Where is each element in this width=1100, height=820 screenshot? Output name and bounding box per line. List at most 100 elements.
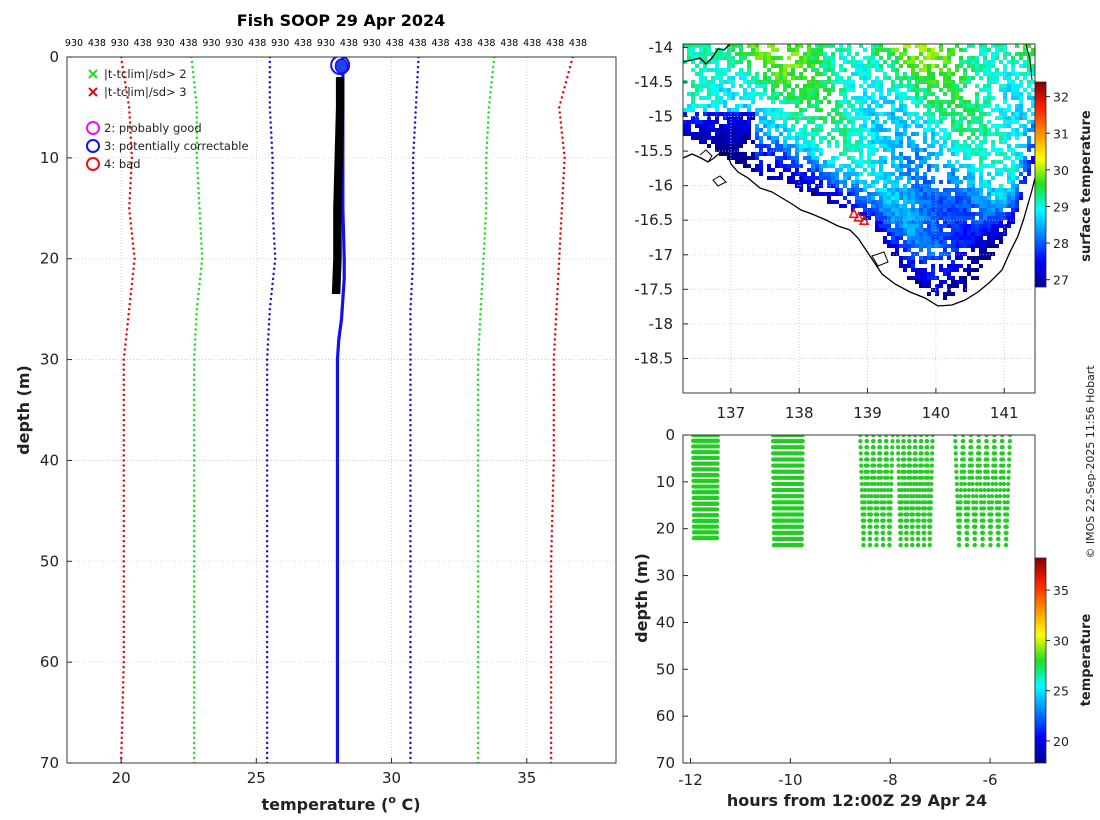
clim-point [484, 191, 488, 195]
sst-cell [827, 192, 831, 196]
profile-y-tick-label: 20 [40, 250, 59, 268]
sst-cell [927, 156, 931, 160]
sst-cell [727, 140, 731, 144]
sst-cell [915, 104, 919, 108]
clim-point [476, 479, 480, 482]
sst-cell [719, 132, 723, 136]
clim-point [409, 590, 412, 593]
sst-cell [931, 200, 935, 204]
clim-point [476, 585, 480, 588]
clim-point [130, 161, 133, 165]
sst-cell [863, 48, 867, 52]
sst-cell [751, 44, 755, 48]
clim-point [486, 131, 489, 134]
clim-point [199, 267, 203, 271]
sst-cell [915, 232, 919, 236]
sst-cell [995, 116, 999, 120]
sst-cell [931, 228, 935, 232]
clim-point [122, 590, 126, 593]
sst-cell [1007, 224, 1011, 228]
sst-cell [775, 116, 779, 120]
td-point [920, 481, 925, 487]
sst-cell [963, 152, 967, 156]
sst-cell [835, 124, 839, 128]
clim-point [552, 474, 555, 477]
sst-cell [951, 88, 955, 92]
sst-cell [987, 164, 991, 168]
td-point [927, 536, 932, 542]
sst-cell [763, 124, 767, 128]
clim-point [411, 176, 415, 180]
sst-cell [743, 152, 747, 156]
clim-point [123, 348, 127, 351]
sst-cell [899, 260, 903, 264]
clim-point [558, 252, 561, 255]
sst-cell [847, 84, 851, 88]
sst-cell [735, 104, 739, 108]
sst-cell [779, 164, 783, 168]
clim-point [549, 706, 553, 709]
clim-point [476, 358, 480, 361]
sst-cell [963, 224, 967, 228]
sst-cell [975, 224, 979, 228]
clim-point [549, 686, 553, 689]
clim-point [270, 146, 274, 150]
sst-cell [883, 128, 887, 132]
sst-cell [863, 180, 867, 184]
sst-cell [899, 168, 903, 172]
sst-cell [723, 56, 727, 60]
clim-point [128, 196, 131, 200]
sst-cell [871, 140, 875, 144]
sst-cell [683, 128, 687, 132]
td-point [913, 451, 918, 456]
sst-cell [839, 76, 843, 80]
sst-cell [923, 56, 927, 60]
sst-cell [707, 92, 711, 96]
sst-cell [987, 76, 991, 80]
sst-cell [915, 116, 919, 120]
sst-cell [791, 156, 795, 160]
sst-cell [859, 188, 863, 192]
sst-cell [931, 56, 935, 60]
sst-cell [907, 88, 911, 92]
clim-point [409, 610, 412, 613]
clim-point [192, 428, 196, 432]
sst-cell [783, 100, 787, 104]
sst-cell [955, 148, 959, 152]
clim-point [130, 232, 134, 235]
sst-cell [919, 196, 923, 200]
clim-point [476, 544, 480, 548]
sst-cell [935, 108, 939, 112]
sst-cell [887, 88, 891, 92]
sst-cell [979, 124, 983, 128]
sst-cell [823, 120, 827, 124]
td-point [866, 506, 872, 511]
clim-point [553, 343, 556, 346]
clim-point [265, 630, 269, 634]
sst-cell [927, 84, 931, 88]
sst-cell [943, 136, 947, 140]
td-point [913, 445, 918, 450]
sst-cell [939, 280, 943, 284]
clim-point [554, 323, 557, 326]
profile-x-tick-label: 20 [112, 769, 131, 787]
clim-point [416, 65, 420, 69]
clim-point [558, 242, 562, 245]
clim-point [122, 398, 126, 402]
td-point [878, 451, 883, 456]
clim-point [122, 560, 126, 563]
sst-cell [911, 244, 915, 248]
sst-cell [791, 136, 795, 140]
sst-cell [1019, 104, 1023, 108]
clim-point [265, 590, 269, 593]
sst-cell [799, 44, 803, 48]
sst-cell [867, 208, 871, 212]
sst-cell [867, 68, 871, 72]
clim-point [269, 116, 272, 119]
sst-cell [707, 96, 711, 100]
td-point [907, 457, 913, 462]
sst-cell [779, 172, 783, 176]
sst-cell [911, 256, 915, 260]
sst-cell [1007, 188, 1011, 192]
sst-cell [967, 172, 971, 176]
